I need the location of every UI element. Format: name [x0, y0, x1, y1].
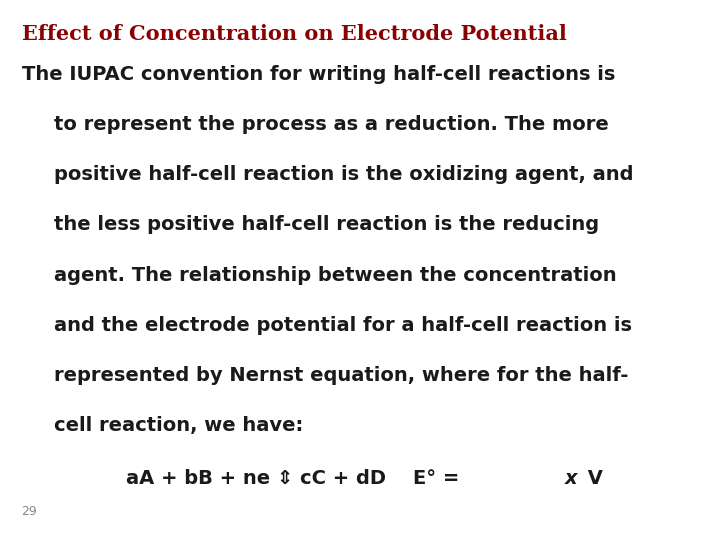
Text: 29: 29: [22, 505, 37, 518]
Text: and the electrode potential for a half-cell reaction is: and the electrode potential for a half-c…: [54, 316, 632, 335]
Text: Effect of Concentration on Electrode Potential: Effect of Concentration on Electrode Pot…: [22, 24, 567, 44]
Text: agent. The relationship between the concentration: agent. The relationship between the conc…: [54, 266, 616, 285]
Text: The IUPAC convention for writing half-cell reactions is: The IUPAC convention for writing half-ce…: [22, 65, 615, 84]
Text: x: x: [565, 469, 577, 488]
Text: positive half-cell reaction is the oxidizing agent, and: positive half-cell reaction is the oxidi…: [54, 165, 634, 184]
Text: V: V: [581, 469, 603, 488]
Text: cell reaction, we have:: cell reaction, we have:: [54, 416, 303, 435]
Text: the less positive half-cell reaction is the reducing: the less positive half-cell reaction is …: [54, 215, 599, 234]
Text: aA + bB + ne ⇕ cC + dD    E° =: aA + bB + ne ⇕ cC + dD E° =: [126, 469, 466, 488]
Text: represented by Nernst equation, where for the half-: represented by Nernst equation, where fo…: [54, 366, 629, 385]
Text: to represent the process as a reduction. The more: to represent the process as a reduction.…: [54, 115, 608, 134]
